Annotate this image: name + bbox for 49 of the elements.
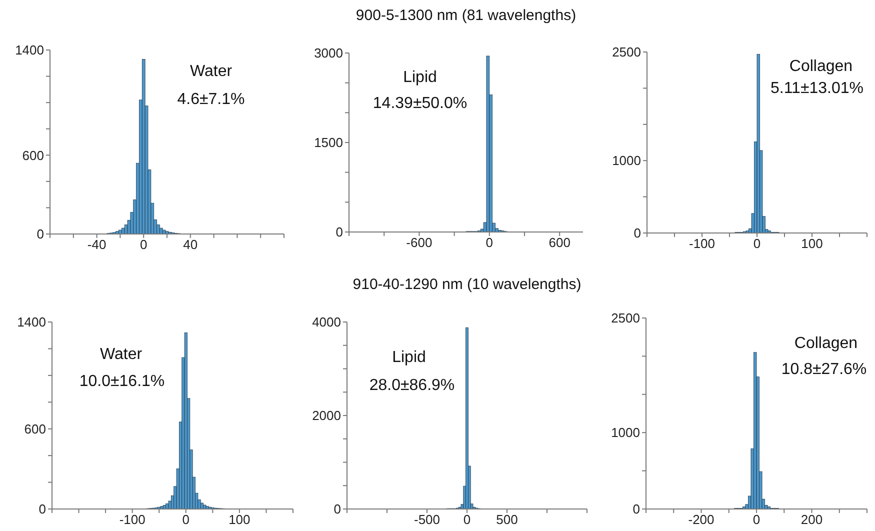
y-tick-label: 600 [22, 148, 44, 163]
y-tick-label: 1000 [611, 425, 640, 440]
y-tick-label: 4000 [312, 314, 341, 330]
y-tick-label: 1400 [15, 42, 44, 58]
x-tick-label: 0 [486, 235, 494, 250]
x-tick-label: 0 [182, 512, 190, 528]
annotation: 5.11±13.01% [770, 80, 864, 98]
annotation: Lipid [403, 69, 437, 87]
y-tick-label: 3000 [314, 46, 343, 61]
y-tick-label: 1400 [17, 314, 46, 330]
annotation: Collagen [789, 58, 853, 76]
x-tick-label: 0 [140, 237, 148, 252]
x-tick-label: -600 [406, 235, 432, 250]
annotation: Water [190, 63, 232, 81]
x-tick-label: 0 [753, 236, 761, 252]
annotation: 4.6±7.1% [177, 91, 245, 109]
x-tick-label: 100 [801, 236, 823, 252]
x-tick-label: -100 [119, 512, 146, 528]
x-tick-label: 0 [752, 512, 760, 528]
y-tick-label: 1500 [314, 135, 343, 150]
y-tick-label: 0 [334, 502, 341, 517]
y-tick-label: 0 [634, 226, 641, 241]
x-tick-label: -500 [414, 512, 440, 528]
y-tick-label: 0 [632, 502, 640, 517]
x-tick-label: 500 [496, 512, 518, 528]
chart-title: 910-40-1290 nm (10 wavelengths) [352, 276, 582, 293]
annotation: 28.0±86.9% [369, 377, 455, 395]
y-tick-label: 600 [24, 421, 46, 436]
x-tick-label: 200 [800, 512, 823, 528]
x-tick-label: 600 [548, 235, 570, 250]
annotation: 14.39±50.0% [372, 95, 468, 113]
annotation: Collagen [794, 335, 858, 353]
y-tick-label: 0 [336, 224, 343, 240]
x-tick-label: -40 [87, 237, 106, 252]
x-tick-label: 40 [183, 237, 198, 252]
x-tick-label: 100 [228, 512, 250, 528]
chart-title: 900-5-1300 nm (81 wavelengths) [356, 7, 576, 24]
x-tick-label: -200 [688, 512, 714, 528]
y-tick-label: 1000 [612, 153, 641, 168]
y-tick-label: 2000 [312, 408, 341, 424]
y-tick-label: 2500 [611, 310, 640, 326]
y-tick-label: 2500 [612, 44, 641, 60]
annotation: 10.0±16.1% [79, 373, 165, 391]
annotation: 10.8±27.6% [781, 361, 867, 379]
x-tick-label: -100 [688, 236, 716, 252]
annotation: Lipid [392, 349, 426, 367]
annotation: Water [100, 346, 142, 364]
x-tick-label: 0 [463, 512, 471, 528]
y-tick-label: 0 [38, 502, 46, 517]
